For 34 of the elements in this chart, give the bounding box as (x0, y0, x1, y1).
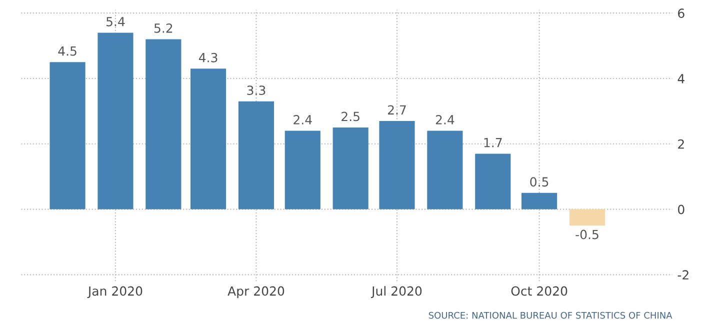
bar (379, 120, 415, 210)
bar (284, 130, 320, 210)
x-tick-label: Jul 2020 (370, 286, 422, 298)
data-label: 2.4 (436, 115, 454, 124)
y-tick-label: 6 (678, 8, 684, 18)
y-tick-label: 0 (678, 204, 684, 214)
bar (190, 68, 226, 210)
data-label: 4.5 (58, 46, 76, 56)
y-tick-label: 4 (678, 74, 684, 84)
x-tick-label: Oct 2020 (511, 286, 568, 296)
bar (50, 62, 86, 210)
data-label: 4.3 (198, 52, 218, 62)
data-label: 2.4 (294, 115, 312, 124)
x-tick-label: Apr 2020 (228, 286, 284, 298)
data-label: 2.5 (342, 112, 360, 122)
data-label: 3.3 (247, 86, 266, 96)
bar (569, 209, 606, 226)
data-label: 0.5 (530, 177, 548, 187)
data-label: 5.4 (106, 17, 125, 26)
y-tick-label: 2 (678, 139, 684, 149)
data-label: -0.5 (576, 230, 598, 240)
source-note: SOURCE: NATIONAL BUREAU OF STATISTICS OF CHINA (428, 312, 672, 319)
bar (475, 154, 511, 210)
bar (238, 101, 274, 210)
bar (427, 130, 463, 210)
bar (146, 39, 182, 210)
y-tick-label: -2 (678, 270, 688, 280)
bar (522, 192, 558, 210)
bar (332, 128, 368, 210)
x-tick-label: Jan 2020 (87, 286, 142, 298)
data-label: 1.7 (484, 138, 502, 148)
bar (98, 32, 134, 210)
data-label: 5.2 (154, 23, 172, 33)
data-label: 2.7 (388, 105, 406, 114)
